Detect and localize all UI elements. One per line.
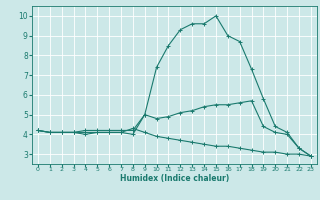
X-axis label: Humidex (Indice chaleur): Humidex (Indice chaleur)	[120, 174, 229, 183]
